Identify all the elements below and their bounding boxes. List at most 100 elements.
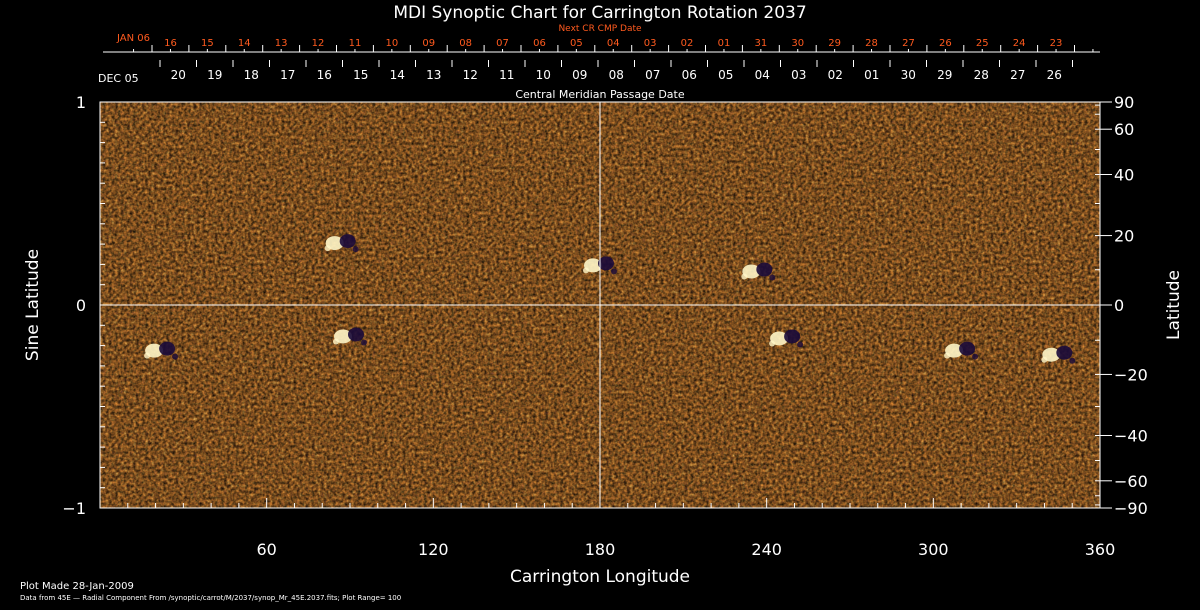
active-region (1041, 345, 1076, 364)
mid-date-label: 26 (1047, 68, 1062, 82)
plot-made-note: Plot Made 28-Jan-2009 (20, 581, 134, 592)
reference-lines (100, 102, 1100, 508)
top-date-label: 31 (754, 38, 767, 49)
mid-date-label: 13 (426, 68, 441, 82)
region-speck (797, 341, 804, 348)
top-date-label: 23 (1050, 38, 1063, 49)
active-region (144, 341, 179, 360)
region-negative-polarity (756, 262, 773, 277)
mid-date-label: 30 (901, 68, 916, 82)
mid-date-label: 20 (171, 68, 186, 82)
top-date-label: 07 (496, 38, 509, 49)
mid-date-label: 14 (390, 68, 405, 82)
region-negative-polarity (348, 327, 364, 342)
y-left-tick-label: 0 (76, 296, 86, 315)
top-date-label: 29 (828, 38, 841, 49)
y-right-tick-label: −90 (1114, 499, 1148, 518)
y-axis-left-label: Sine Latitude (23, 249, 43, 361)
top-date-label: 05 (570, 38, 583, 49)
mid-date-label: 15 (353, 68, 368, 82)
x-axis-label: Carrington Longitude (510, 567, 690, 587)
mid-date-label: 06 (682, 68, 697, 82)
mid-date-label: 18 (244, 68, 259, 82)
mid-date-label: 19 (207, 68, 222, 82)
y-left-tick-label: 1 (76, 93, 86, 112)
mid-date-label: 28 (974, 68, 989, 82)
region-speck (972, 353, 979, 360)
mid-date-label: 02 (828, 68, 843, 82)
top-axis-label: Next CR CMP Date (558, 24, 642, 34)
y-right-tick-label: −20 (1114, 365, 1148, 384)
region-speck (352, 246, 359, 253)
mid-date-label: 05 (718, 68, 733, 82)
y-right-tick-label: 20 (1114, 227, 1134, 246)
mid-date-labels: 20 19 18 17 16 15 14 13 12 11 10 09 08 07 06 05 04 03 02 01… (171, 68, 1062, 82)
region-speck (172, 353, 179, 360)
top-date-label: 24 (1013, 38, 1026, 49)
region-speck (324, 245, 331, 252)
mid-date-ticks (159, 60, 1073, 67)
y-right-tick-label: 90 (1114, 93, 1134, 112)
region-negative-polarity (959, 341, 976, 356)
region-speck (583, 267, 589, 274)
top-date-labels: 16 15 14 13 12 11 10 09 08 07 06 05 04 03 02 01 31 30 29 28… (164, 38, 1062, 49)
y-right-tick-label: −60 (1114, 472, 1148, 491)
top-date-label: 11 (349, 38, 362, 49)
top-date-label: 09 (422, 38, 435, 49)
active-region (944, 341, 979, 360)
region-speck (1069, 357, 1076, 364)
mid-date-label: 09 (572, 68, 587, 82)
top-date-label: 03 (644, 38, 657, 49)
region-negative-polarity (339, 234, 356, 249)
top-date-label: 27 (902, 38, 915, 49)
y-axis-left: 1 0 −1 (62, 93, 110, 518)
x-axis: 60 120 180 240 300 360 (99, 498, 1116, 559)
top-date-label: 26 (939, 38, 952, 49)
mid-date-label: 12 (463, 68, 478, 82)
region-negative-polarity (784, 329, 801, 344)
chart-title: MDI Synoptic Chart for Carrington Rotati… (393, 3, 806, 23)
x-tick-label: 240 (751, 540, 782, 559)
top-date-label: 15 (201, 38, 214, 49)
top-date-label: 10 (385, 38, 398, 49)
y-right-tick-label: −40 (1114, 426, 1148, 445)
mid-date-label: 29 (937, 68, 952, 82)
top-date-label: 06 (533, 38, 546, 49)
region-speck (333, 338, 339, 345)
mid-date-label: 03 (791, 68, 806, 82)
region-speck (769, 340, 776, 347)
active-regions (144, 234, 1076, 364)
mid-date-label: 07 (645, 68, 660, 82)
region-speck (361, 339, 367, 346)
region-negative-polarity (159, 341, 176, 356)
mid-date-label: 10 (536, 68, 551, 82)
x-tick-label: 360 (1085, 540, 1116, 559)
bottom-date-first-label: DEC 05 (98, 72, 139, 85)
y-axis-right: 90 60 40 20 0 −20 −40 −60 −90 (1095, 93, 1148, 518)
x-tick-label: 60 (256, 540, 276, 559)
region-negative-polarity (1056, 345, 1073, 360)
active-region (333, 327, 367, 346)
top-date-label: 28 (865, 38, 878, 49)
mid-date-label: 16 (317, 68, 332, 82)
mid-date-label: 08 (609, 68, 624, 82)
top-date-label: 12 (312, 38, 325, 49)
active-region (769, 329, 804, 348)
top-date-label: 16 (164, 38, 177, 49)
x-tick-label: 180 (585, 540, 616, 559)
top-date-label: 01 (718, 38, 731, 49)
y-left-tick-label: −1 (62, 499, 86, 518)
region-speck (944, 352, 951, 359)
region-negative-polarity (598, 256, 614, 271)
top-date-label: 13 (275, 38, 288, 49)
region-speck (611, 268, 617, 275)
top-date-label: 02 (681, 38, 694, 49)
top-axis-first-label: JAN 06 (116, 33, 150, 44)
active-region (324, 234, 359, 253)
mid-date-label: 01 (864, 68, 879, 82)
mid-date-label: 04 (755, 68, 770, 82)
active-region (741, 262, 776, 281)
y-right-tick-label: 40 (1114, 166, 1134, 185)
top-date-label: 25 (976, 38, 989, 49)
